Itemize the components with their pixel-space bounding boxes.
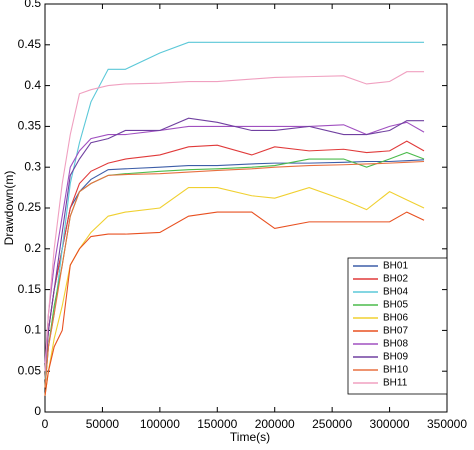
y-tick-label: 0.35 <box>18 119 42 133</box>
series-line <box>44 121 425 364</box>
legend-label: BH07 <box>383 326 408 337</box>
legend-label: BH05 <box>383 300 408 311</box>
x-tick-label: 300000 <box>370 417 410 431</box>
x-tick-label: 350000 <box>427 417 467 431</box>
legend-box <box>347 257 448 395</box>
legend-label: BH11 <box>383 378 408 389</box>
y-tick-label: 0.05 <box>18 363 42 377</box>
legend-label: BH06 <box>383 313 408 324</box>
x-tick-label: 200000 <box>255 417 295 431</box>
y-tick-label: 0 <box>34 404 41 418</box>
legend-label: BH08 <box>383 339 408 350</box>
x-tick-label: 150000 <box>197 417 237 431</box>
y-axis-label: Drawdown(m) <box>2 171 16 246</box>
series-line <box>44 41 425 380</box>
legend: BH01 BH02 BH04 BH05 BH06 BH07 BH08 BH09 BH10 BH11 <box>353 261 408 389</box>
y-tick-label: 0.1 <box>24 323 41 337</box>
y-tick-label: 0.2 <box>24 241 41 255</box>
series-line <box>44 211 425 396</box>
y-tick-label: 0.4 <box>24 78 41 92</box>
y-tick-label: 0.15 <box>18 282 42 296</box>
series-line <box>44 187 425 396</box>
legend-label: BH10 <box>383 365 408 376</box>
legend-label: BH01 <box>383 261 408 272</box>
x-tick-label: 0 <box>42 417 49 431</box>
y-tick-label: 0.45 <box>18 37 42 51</box>
x-tick-label: 50000 <box>86 417 120 431</box>
legend-label: BH02 <box>383 274 408 285</box>
series-line <box>44 160 425 388</box>
series-line <box>44 71 425 372</box>
legend-label: BH04 <box>383 287 408 298</box>
y-tick-label: 0.5 <box>24 0 41 10</box>
x-tick-label: 250000 <box>312 417 352 431</box>
y-tick-label: 0.25 <box>18 200 42 214</box>
x-axis-label: Time(s) <box>230 430 270 444</box>
x-tick-label: 100000 <box>140 417 180 431</box>
y-tick-label: 0.3 <box>24 159 41 173</box>
legend-label: BH09 <box>383 352 408 363</box>
series-line <box>44 117 425 372</box>
